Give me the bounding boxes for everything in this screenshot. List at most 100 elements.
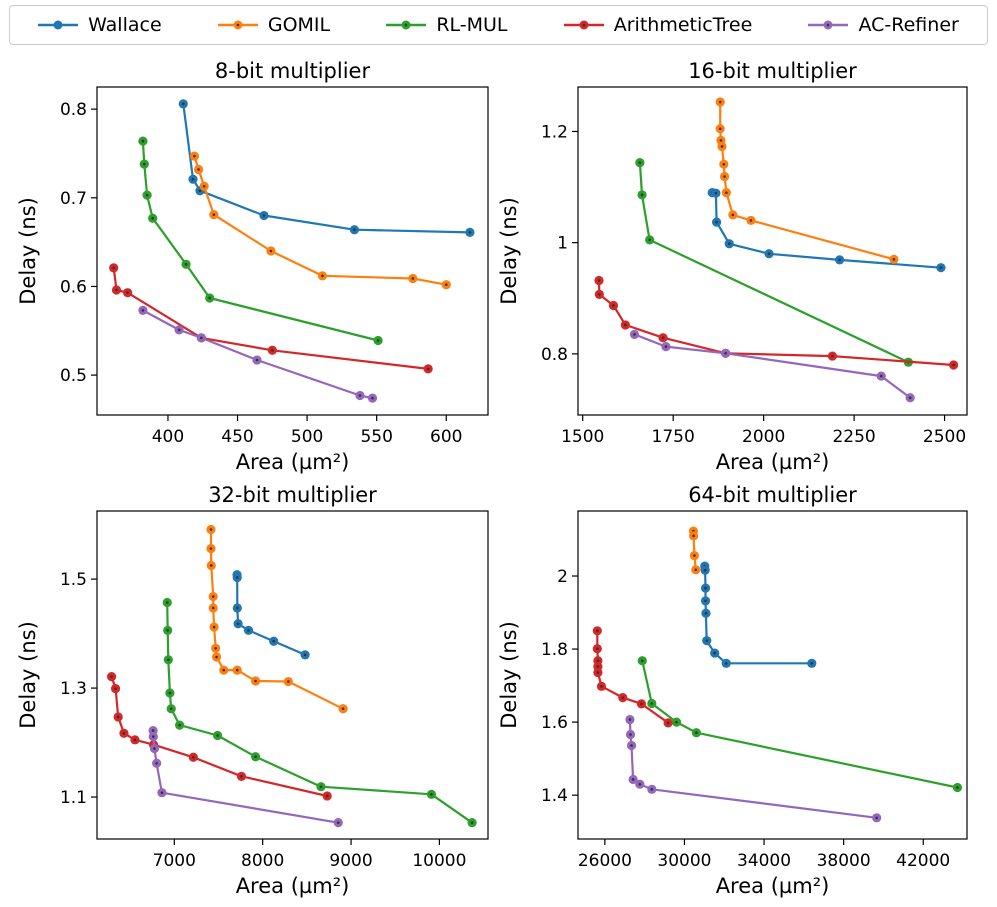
x-axis-label: Area (µm²) [236,874,350,898]
x-tick-label: 450 [221,427,253,447]
data-point-center [704,586,707,590]
data-point-center [215,655,218,659]
legend-item-wallace: Wallace [38,14,162,36]
data-point-center [727,242,731,246]
series-line [703,566,812,665]
data-point-center [719,139,723,142]
series-line [597,280,954,367]
panel-4: 64-bit multiplier 26000 30000 34000 38000 420… [497,483,968,898]
series-arithmetictree [592,626,673,728]
data-point-center [596,665,600,668]
series-gomil [206,524,348,714]
chart-title: 16-bit multiplier [688,59,857,83]
data-point-center [145,193,149,197]
data-point-center [141,309,145,312]
plot-frame [96,86,489,416]
data-point-center [838,258,841,262]
y-tick-label: 1 [557,234,568,254]
data-point-center [956,786,959,789]
x-tick-label: 10000 [412,851,466,871]
data-point-center [939,266,943,269]
data-point-center [692,534,695,538]
y-tick-label: 0.5 [60,366,87,386]
data-point-center [596,629,599,633]
series-line [193,155,447,286]
data-point-center [200,336,203,340]
data-point-center [255,358,259,362]
series-ac-refiner [138,305,378,403]
x-tick-label: 8000 [241,851,284,871]
data-point-center [666,721,670,725]
chart-title: 32-bit multiplier [208,483,377,507]
data-point-center [216,734,219,737]
data-point-center [166,629,169,632]
data-point-center [703,568,707,572]
y-tick-label: 1.2 [541,122,568,142]
data-point-center [638,161,642,164]
legend-marker-ac-refiner [808,20,849,30]
data-point-center [193,154,196,158]
data-point-center [704,611,708,615]
data-point-center [713,651,716,655]
data-point-center [664,345,668,348]
data-point-center [596,659,600,663]
legend-label-ac-refiner: AC-Refiner [858,14,959,36]
data-point-center [240,775,243,778]
series-wallace [707,188,946,273]
data-point-center [211,606,215,610]
data-point-center [247,629,250,632]
x-axis-label: Area (µm²) [716,874,830,898]
y-tick-label: 1.8 [541,640,568,660]
data-point-center [749,219,753,222]
x-tick-label: 7000 [153,851,196,871]
data-point-center [470,821,474,824]
data-point-center [177,328,181,332]
y-tick-label: 0.8 [541,345,568,365]
data-point-center [650,702,654,705]
y-axis-label: Delay (ns) [497,621,521,729]
y-tick-label: 0.7 [60,189,87,209]
series-arithmetictree [594,275,959,370]
data-point-center [597,279,601,282]
data-point-center [640,659,644,663]
data-point-center [444,283,448,286]
data-point-center [640,193,644,197]
data-point-center [160,791,164,794]
chart-title: 64-bit multiplier [688,483,857,507]
data-point-center [303,653,307,657]
y-axis-label: Delay (ns) [497,197,521,305]
data-point-center [319,785,323,788]
data-point-center [202,184,206,188]
series-gomil [715,97,899,264]
x-tick-label: 1500 [561,427,604,447]
legend-marker-arithmetictree [563,20,604,30]
data-point-center [731,213,735,217]
legend-marker-rl-mul [386,20,427,30]
data-point-center [411,277,415,280]
data-point-center [209,564,213,567]
series-line [638,162,909,364]
series-ac-refiner [625,714,882,823]
plot-frame [577,510,968,840]
data-point-center [722,162,726,166]
data-point-center [198,189,202,193]
data-point-center [621,696,625,699]
plot-frame [96,510,489,840]
data-point-center [236,622,240,626]
data-point-center [151,735,155,738]
x-axis-label: Area (µm²) [236,450,350,474]
data-point-center [151,729,155,732]
data-point-center [110,675,113,678]
data-point-center [892,258,896,261]
data-point-center [151,216,154,220]
data-point-center [640,702,643,706]
legend-marker-gomil [217,20,258,30]
data-point-center [133,738,137,742]
data-point-center [116,715,120,719]
data-point-center [661,336,665,340]
chart-title: 8-bit multiplier [215,59,371,83]
series-ac-refiner [148,725,343,828]
data-point-center [153,747,156,750]
data-point-center [341,707,345,711]
data-point-center [325,794,329,798]
